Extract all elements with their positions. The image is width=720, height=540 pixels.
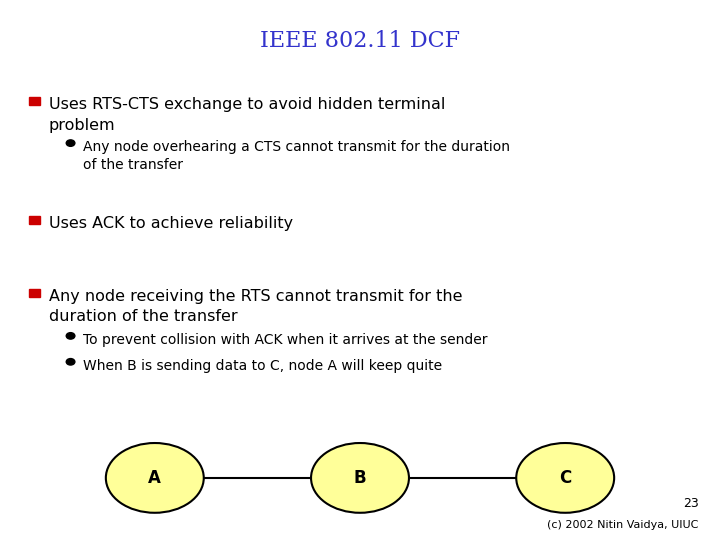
Text: Any node overhearing a CTS cannot transmit for the duration: Any node overhearing a CTS cannot transm… bbox=[83, 140, 510, 154]
Text: Uses RTS-CTS exchange to avoid hidden terminal: Uses RTS-CTS exchange to avoid hidden te… bbox=[49, 97, 446, 112]
Circle shape bbox=[66, 359, 75, 365]
Text: C: C bbox=[559, 469, 572, 487]
Text: (c) 2002 Nitin Vaidya, UIUC: (c) 2002 Nitin Vaidya, UIUC bbox=[547, 520, 698, 530]
Ellipse shape bbox=[516, 443, 614, 513]
FancyBboxPatch shape bbox=[29, 97, 40, 105]
Text: To prevent collision with ACK when it arrives at the sender: To prevent collision with ACK when it ar… bbox=[83, 333, 487, 347]
Text: duration of the transfer: duration of the transfer bbox=[49, 309, 238, 325]
Text: B: B bbox=[354, 469, 366, 487]
Text: A: A bbox=[148, 469, 161, 487]
Text: IEEE 802.11 DCF: IEEE 802.11 DCF bbox=[260, 30, 460, 52]
Circle shape bbox=[66, 140, 75, 146]
Ellipse shape bbox=[106, 443, 204, 513]
Text: When B is sending data to C, node A will keep quite: When B is sending data to C, node A will… bbox=[83, 359, 442, 373]
Text: Any node receiving the RTS cannot transmit for the: Any node receiving the RTS cannot transm… bbox=[49, 289, 462, 304]
FancyBboxPatch shape bbox=[29, 215, 40, 224]
FancyBboxPatch shape bbox=[29, 288, 40, 297]
Text: 23: 23 bbox=[683, 497, 698, 510]
Text: of the transfer: of the transfer bbox=[83, 158, 183, 172]
Circle shape bbox=[66, 333, 75, 339]
Ellipse shape bbox=[311, 443, 409, 513]
Text: Uses ACK to achieve reliability: Uses ACK to achieve reliability bbox=[49, 216, 293, 231]
Text: problem: problem bbox=[49, 118, 116, 133]
